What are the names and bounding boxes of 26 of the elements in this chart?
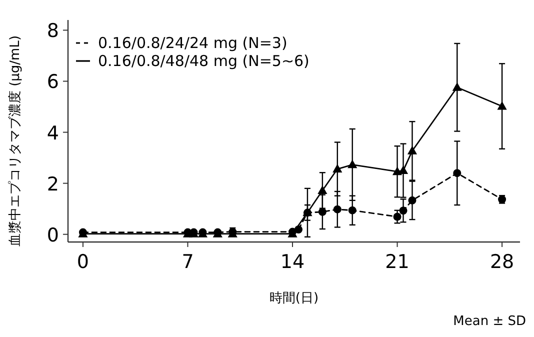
point <box>407 146 418 154</box>
point <box>399 206 408 215</box>
y-tick-label: 8 <box>46 20 59 42</box>
point <box>348 206 356 214</box>
y-tick-label: 0 <box>46 224 59 246</box>
point <box>393 212 402 221</box>
x-tick-label: 28 <box>490 251 514 273</box>
point <box>452 82 462 91</box>
legend-label: 0.16/0.8/48/48 mg (N=5~6) <box>98 52 310 70</box>
y-tick-label: 4 <box>46 122 59 144</box>
point <box>333 205 342 214</box>
y-tick-label: 2 <box>46 173 59 196</box>
point <box>348 160 358 168</box>
y-axis-title: 血漿中エプコリタマブ濃度 (μg/mL) <box>7 35 23 247</box>
point <box>332 164 342 173</box>
x-tick-label: 21 <box>385 251 410 273</box>
x-tick-label: 7 <box>182 251 194 273</box>
y-tick-label: 6 <box>46 71 59 94</box>
text: Mean ± SD <box>453 314 526 329</box>
x-tick-label: 0 <box>76 251 90 273</box>
x-axis-title: 時間(日) <box>269 291 319 306</box>
legend-label: 0.16/0.8/24/24 mg (N=3) <box>98 34 288 52</box>
x-tick-label: 14 <box>280 251 305 273</box>
point <box>497 101 507 110</box>
point <box>453 169 462 178</box>
point <box>408 196 416 204</box>
